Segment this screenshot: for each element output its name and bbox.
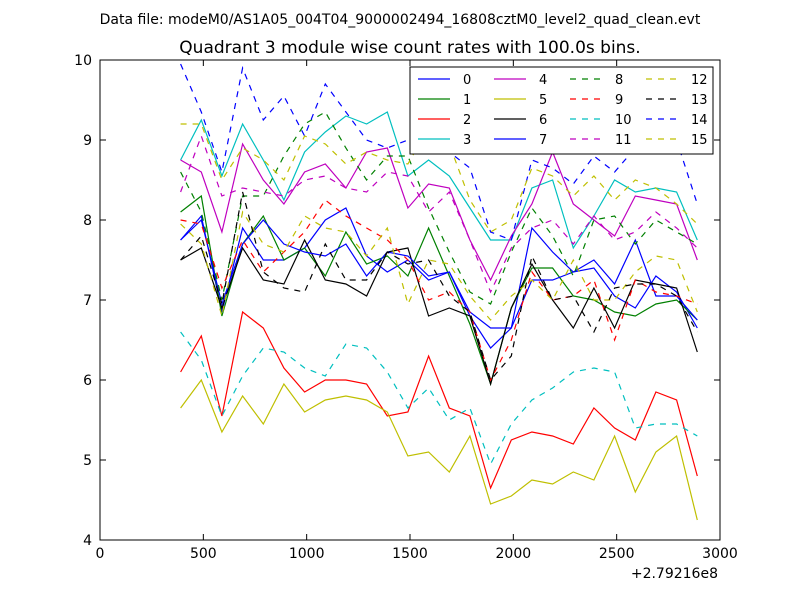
series-line-1 [180,194,698,387]
legend-label-8: 8 [615,73,623,88]
legend-label-2: 2 [463,113,471,128]
y-tick-label: 10 [74,53,92,69]
y-tick-label: 4 [83,533,92,549]
series-line-9 [180,199,698,382]
series-line-10 [180,331,698,466]
x-tick-label: 3000 [702,546,738,562]
legend-label-12: 12 [691,73,708,88]
series-line-3 [180,111,698,250]
series-line-7 [180,218,698,329]
series-line-12 [180,210,698,321]
legend-label-9: 9 [615,93,623,108]
series-line-5 [180,378,698,521]
x-offset-label: +2.79216e8 [631,566,718,582]
legend-label-5: 5 [539,93,547,108]
legend-label-11: 11 [615,133,632,148]
legend-label-7: 7 [539,133,547,148]
legend-label-13: 13 [691,93,708,108]
legend-label-3: 3 [463,133,471,148]
x-tick-label: 1500 [392,546,428,562]
y-tick-label: 6 [83,373,92,389]
x-tick-label: 500 [190,546,217,562]
series-line-8 [180,111,698,305]
legend-label-0: 0 [463,73,471,88]
series-line-4 [180,142,698,282]
legend-label-14: 14 [691,113,708,128]
x-tick-label: 2000 [496,546,532,562]
x-tick-label: 0 [96,546,105,562]
series-line-11 [180,134,698,294]
legend-label-6: 6 [539,113,547,128]
y-tick-label: 5 [83,453,92,469]
legend-label-15: 15 [691,133,708,148]
legend-box [409,66,714,155]
series-line-13 [180,191,698,382]
y-tick-label: 7 [83,293,92,309]
legend-label-1: 1 [463,93,471,108]
chart-suptitle: Data file: modeM0/AS1A05_004T04_90000024… [100,12,701,28]
y-tick-label: 9 [83,133,92,149]
series-line-2 [180,310,698,490]
chart-title: Quadrant 3 module wise count rates with … [179,38,640,58]
x-tick-label: 1000 [289,546,325,562]
series-line-0 [180,207,698,349]
y-tick-label: 8 [83,213,92,229]
series-line-15 [180,123,698,233]
series-layer [180,63,698,521]
legend-label-4: 4 [539,73,547,88]
x-tick-label: 2500 [599,546,635,562]
series-line-6 [180,238,698,387]
legend-label-10: 10 [615,113,632,128]
